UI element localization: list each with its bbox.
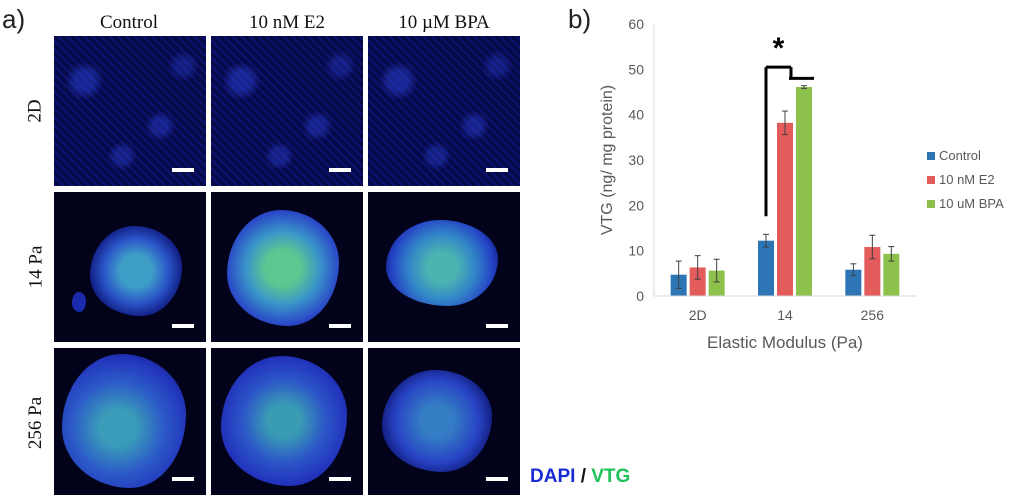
column-header-bpa: 10 µM BPA	[398, 12, 490, 33]
scale-bar	[329, 324, 351, 328]
column-header-control: Control	[99, 12, 159, 33]
legend-label: Control	[939, 148, 981, 163]
y-tick-label: 30	[628, 152, 644, 168]
micrograph-14pa-e2	[211, 192, 363, 342]
bar	[883, 253, 900, 296]
scale-bar	[486, 168, 508, 172]
y-axis-label: VTG (ng/ mg protein)	[599, 85, 616, 235]
micrograph-256pa-bpa	[368, 348, 520, 495]
significance-bracket	[764, 65, 814, 217]
row-header-256pa: 256 Pa	[25, 396, 46, 450]
error-bar	[694, 255, 701, 280]
stain-legend: DAPI / VTG	[530, 466, 630, 488]
error-bar	[782, 110, 788, 136]
error-bar	[801, 85, 807, 89]
micrograph-2d-bpa	[368, 36, 520, 186]
panel-b-label: b)	[568, 4, 592, 34]
bar	[796, 87, 812, 296]
error-bar	[763, 233, 769, 248]
error-bar	[850, 263, 857, 277]
micrograph-14pa-control	[54, 192, 206, 342]
significance-star: *	[773, 32, 785, 65]
vtg-bar-chart: 0 10 20 30 40 50 60 2D 14 256 VTG (ng/ mg protein)…	[599, 16, 1004, 352]
y-tick-label: 40	[628, 107, 644, 123]
x-tick-label: 2D	[689, 307, 707, 323]
legend-label: 10 nM E2	[939, 172, 995, 187]
scale-bar	[172, 168, 194, 172]
row-header-2d: 2D	[24, 99, 46, 123]
legend-swatch	[927, 200, 935, 208]
y-tick-label: 0	[636, 288, 644, 304]
scale-bar	[486, 477, 508, 481]
error-bar	[869, 234, 876, 260]
bar	[758, 240, 774, 296]
panel-a-label: a)	[2, 4, 26, 34]
y-tick-label: 60	[628, 16, 644, 32]
legend-vtg: VTG	[591, 466, 631, 487]
micrograph-2d-control	[54, 36, 206, 186]
micrograph-256pa-control	[54, 348, 206, 495]
legend-swatch	[927, 152, 935, 160]
micrograph-256pa-e2	[211, 348, 363, 495]
bar	[708, 270, 725, 296]
x-tick-label: 256	[861, 307, 885, 323]
y-tick-label: 50	[628, 61, 644, 77]
bar	[864, 247, 881, 296]
column-header-e2: 10 nM E2	[249, 12, 325, 33]
bar	[845, 269, 862, 296]
bar	[777, 122, 793, 297]
error-bar	[713, 258, 720, 283]
scale-bar	[172, 477, 194, 481]
legend-label: 10 uM BPA	[939, 196, 1004, 211]
legend-dapi: DAPI	[530, 466, 576, 487]
error-bar	[675, 260, 682, 289]
scale-bar	[329, 168, 351, 172]
legend-swatch	[927, 176, 935, 184]
micrograph-14pa-bpa	[368, 192, 520, 342]
scale-bar	[329, 477, 351, 481]
x-tick-label: 14	[777, 307, 793, 323]
micrograph-2d-e2	[211, 36, 363, 186]
legend-separator: /	[580, 466, 586, 487]
y-tick-label: 20	[628, 197, 644, 213]
bar	[689, 267, 706, 296]
scale-bar	[172, 324, 194, 328]
y-tick-label: 10	[628, 243, 644, 259]
error-bar	[888, 246, 895, 262]
scale-bar	[486, 324, 508, 328]
x-axis-label: Elastic Modulus (Pa)	[707, 333, 863, 352]
row-header-14pa: 14 Pa	[25, 245, 46, 289]
